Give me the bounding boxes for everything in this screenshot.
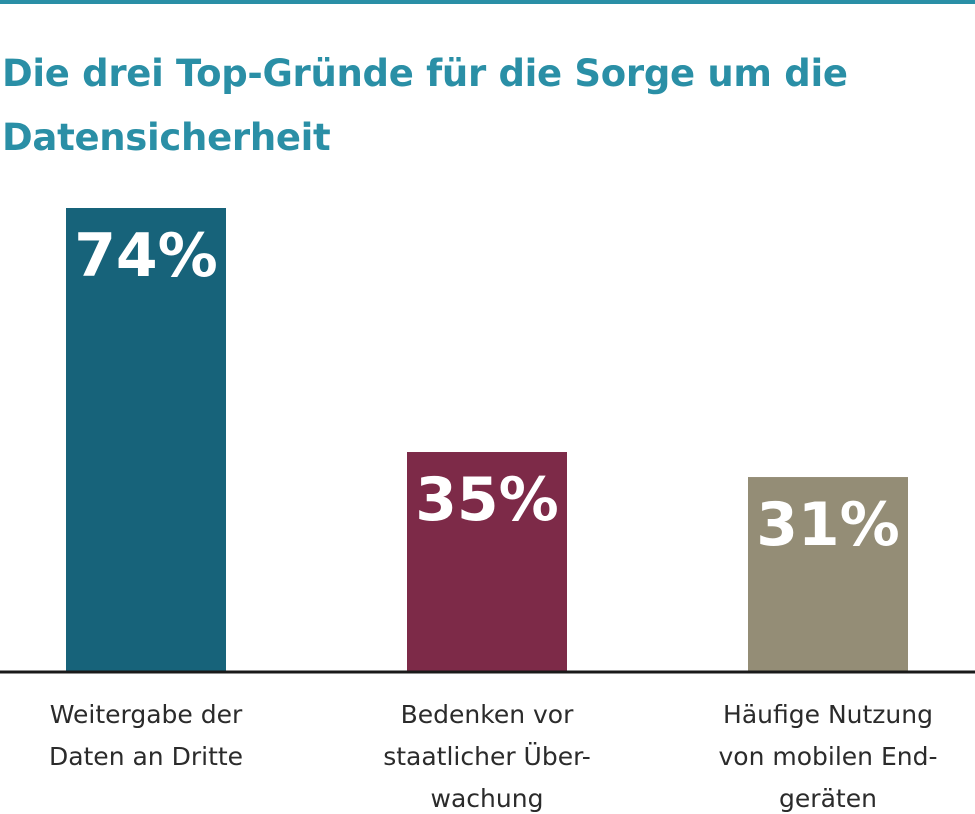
bar-value-label-2: 35% — [415, 465, 559, 535]
category-label-1: Weitergabe der Daten an Dritte — [49, 700, 243, 771]
top-rule — [0, 0, 975, 4]
bar-3 — [748, 477, 908, 671]
category-label-line: Häufige Nutzung — [723, 700, 933, 729]
value-labels-group: 74% 35% 31% — [74, 221, 900, 560]
category-label-line: wachung — [431, 784, 544, 813]
category-label-3: Häufige Nutzung von mobilen End-geräten — [719, 700, 938, 813]
category-label-line: Daten an Dritte — [49, 742, 243, 771]
category-label-2: Bedenken vor staatlicher Über-wachung — [383, 700, 591, 813]
bar-value-label-1: 74% — [74, 221, 218, 291]
category-label-line: Bedenken vor — [401, 700, 574, 729]
category-label-line: geräten — [779, 784, 877, 813]
category-label-line: von mobilen End- — [719, 742, 938, 771]
bar-1 — [66, 208, 226, 671]
bars-group — [66, 208, 908, 671]
category-labels-group: Weitergabe der Daten an Dritte Bedenken vo… — [49, 700, 938, 813]
bar-value-label-3: 31% — [756, 490, 900, 560]
category-label-line: Weitergabe der — [50, 700, 243, 729]
category-label-line: staatlicher Über- — [383, 742, 591, 771]
chart-title: Die drei Top-Gründe für die Sorge um die… — [2, 52, 848, 159]
bar-2 — [407, 452, 567, 671]
